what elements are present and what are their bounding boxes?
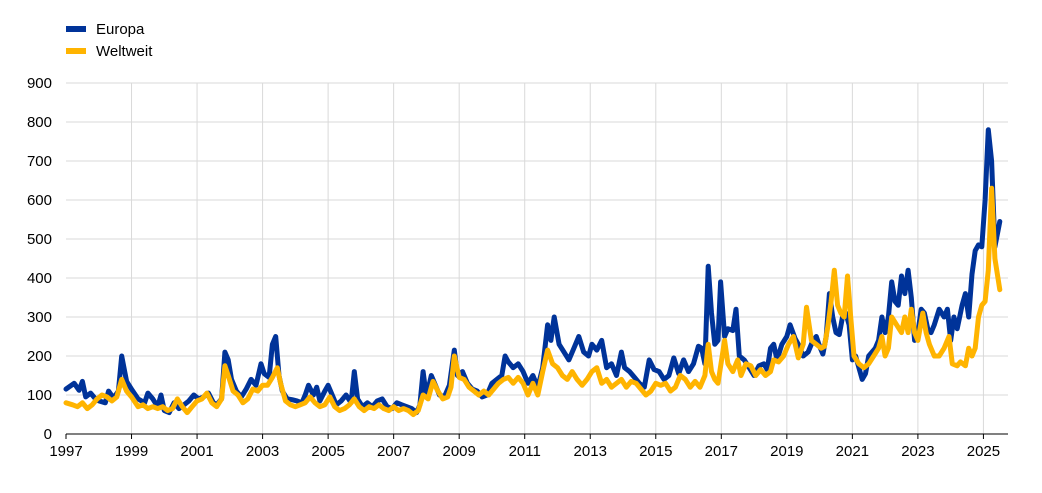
y-tick-label-500: 500 [27, 231, 52, 248]
series-layer [63, 127, 1003, 417]
y-axis-tick-labels: 0 100 200 300 400 500 600 700 800 900 [27, 75, 52, 443]
series-line-europa [63, 127, 1003, 416]
legend-item-europa: Europa [66, 18, 152, 40]
x-tick-label-2011: 2011 [509, 443, 541, 460]
x-tick-label-1999: 1999 [115, 443, 148, 460]
legend-label-weltweit: Weltweit [96, 42, 153, 60]
legend-label-europa: Europa [96, 20, 145, 38]
legend-swatch-europa [66, 26, 86, 32]
x-tick-label-2017: 2017 [705, 443, 738, 460]
y-tick-label-200: 200 [27, 348, 52, 365]
x-tick-label-2003: 2003 [246, 443, 279, 460]
y-tick-label-400: 400 [27, 270, 52, 287]
y-tick-label-800: 800 [27, 114, 52, 131]
x-tick-label-2025: 2025 [967, 443, 1000, 460]
chart-legend: Europa Weltweit [66, 18, 152, 62]
y-tick-label-0: 0 [44, 426, 52, 443]
x-tick-label-2005: 2005 [311, 443, 344, 460]
y-tick-label-100: 100 [27, 387, 52, 404]
legend-item-weltweit: Weltweit [66, 40, 152, 62]
x-tick-label-2015: 2015 [639, 443, 672, 460]
y-tick-label-300: 300 [27, 309, 52, 326]
x-tick-label-2013: 2013 [574, 443, 607, 460]
x-tick-label-2019: 2019 [770, 443, 803, 460]
gridlines-horizontal [66, 82, 1008, 396]
y-tick-label-900: 900 [27, 75, 52, 92]
x-tick-label-2021: 2021 [836, 443, 869, 460]
x-tick-label-2001: 2001 [180, 443, 213, 460]
series-line-weltweit [63, 185, 1003, 417]
legend-swatch-weltweit [66, 48, 86, 54]
x-tick-label-2007: 2007 [377, 443, 410, 460]
x-tick-label-2009: 2009 [442, 443, 475, 460]
x-tick-label-2023: 2023 [901, 443, 934, 460]
y-tick-label-700: 700 [27, 153, 52, 170]
x-tick-label-1997: 1997 [49, 443, 82, 460]
x-axis-tick-labels: 1997 1999 2001 2003 2005 2007 2009 2011 2013 2015… [49, 443, 1000, 460]
y-tick-label-600: 600 [27, 192, 52, 209]
axes [65, 433, 1008, 439]
